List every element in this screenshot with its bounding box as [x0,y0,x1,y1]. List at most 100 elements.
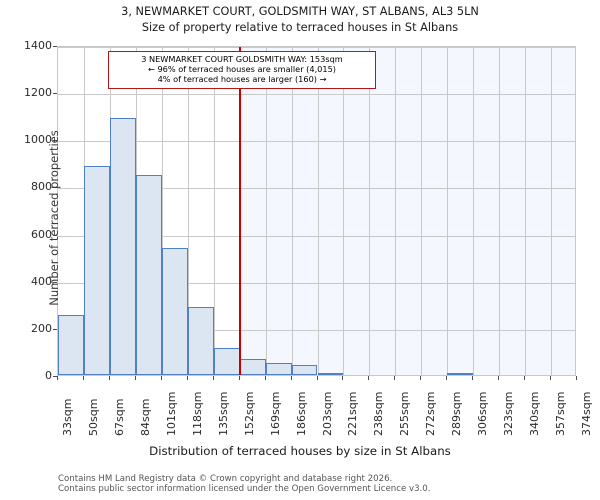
x-tick-label: 33sqm [61,398,74,436]
x-tick-label: 306sqm [476,391,490,436]
bar [447,372,474,375]
bar [161,247,188,375]
x-tick-mark [576,376,577,380]
x-tick-mark [524,376,526,380]
annotation-line-3: 4% of terraced houses are larger (160) → [157,74,327,85]
property-size-marker-line [238,47,241,375]
x-tick-label: 289sqm [450,391,464,436]
y-tick-label: 1400 [24,39,52,52]
gridline-horizontal [58,141,575,143]
bar [291,365,318,375]
chart-title-block: 3, NEWMARKET COURT, GOLDSMITH WAY, ST AL… [0,4,600,36]
x-tick-mark [446,376,448,380]
chart-plot-area [57,46,576,376]
x-tick-label: 152sqm [242,391,256,436]
gridline-horizontal [58,282,575,284]
y-tick-label: 400 [31,274,52,288]
bar [187,306,214,375]
y-tick-mark [53,93,57,95]
x-axis-title: Distribution of terraced houses by size … [149,444,451,458]
y-axis-tick-labels: 0 200 400 600 800 1000 1200 1400 [0,0,57,500]
bar [135,174,162,375]
x-tick-label: 186sqm [294,391,308,436]
x-tick-mark [394,376,396,380]
x-tick-label: 340sqm [528,391,542,436]
x-tick-mark [290,376,292,380]
x-tick-label: 118sqm [190,391,204,436]
x-tick-mark [160,376,162,380]
y-tick-label: 600 [31,227,52,241]
y-tick-label: 1200 [24,86,52,100]
x-tick-label: 238sqm [372,391,386,436]
gridline-horizontal [58,188,575,190]
gridline-vertical [421,47,423,375]
annotation-line-2: ← 96% of terraced houses are smaller (4,… [148,64,336,75]
gridline-vertical [499,47,501,375]
bar [109,118,136,375]
gridline-horizontal [58,329,575,331]
bar [83,166,110,375]
x-tick-label: 169sqm [268,391,282,436]
gridline-vertical [265,47,267,375]
x-tick-mark [238,376,240,380]
x-tick-label: 323sqm [502,391,516,436]
y-tick-label: 200 [31,321,52,335]
y-tick-mark [53,328,57,330]
x-tick-mark [186,376,188,380]
gridline-vertical [317,47,319,375]
x-tick-label: 50sqm [86,398,100,436]
y-tick-mark [53,376,57,377]
page-title: 3, NEWMARKET COURT, GOLDSMITH WAY, ST AL… [121,5,479,18]
y-axis-title: Number of terraced properties [47,130,61,306]
gridline-vertical [343,47,345,375]
x-tick-label: 374sqm [580,391,593,436]
x-tick-label: 272sqm [424,391,438,436]
x-tick-mark [264,376,266,380]
x-tick-mark [368,376,370,380]
gridline-vertical [213,47,215,375]
gridline-vertical [473,47,475,375]
bar [317,373,344,375]
gridline-vertical [551,47,553,375]
page-subtitle: Size of property relative to terraced ho… [141,21,459,34]
gridline-vertical [525,47,527,375]
larger-region-shading [239,47,575,375]
x-tick-mark [498,376,500,380]
x-tick-mark [134,376,136,380]
x-tick-label: 101sqm [164,391,178,436]
gridline-vertical [161,47,163,375]
gridline-vertical [369,47,371,375]
y-tick-mark [53,281,57,283]
x-tick-label: 357sqm [554,391,568,436]
footer-line-1: Contains HM Land Registry data © Crown c… [58,474,393,484]
x-tick-mark [420,376,422,380]
x-tick-label: 84sqm [138,398,152,436]
gridline-horizontal [58,235,575,237]
x-tick-label: 135sqm [216,391,230,436]
x-tick-mark [57,376,58,380]
x-tick-mark [82,376,84,380]
x-tick-mark [108,376,110,380]
gridline-vertical [291,47,293,375]
x-tick-mark [342,376,344,380]
bar [213,347,240,375]
x-tick-mark [212,376,214,380]
gridline-vertical [395,47,397,375]
x-tick-mark [550,376,552,380]
property-annotation-box: 3 NEWMARKET COURT GOLDSMITH WAY: 153sqm … [108,51,376,89]
y-tick-mark [53,187,57,189]
bar [58,314,84,375]
y-tick-mark [53,140,57,142]
gridline-horizontal [58,94,575,96]
x-tick-mark [472,376,474,380]
annotation-line-1: 3 NEWMARKET COURT GOLDSMITH WAY: 153sqm [141,54,343,64]
x-tick-mark [316,376,318,380]
x-tick-label: 67sqm [112,398,126,436]
y-tick-label: 800 [31,180,52,194]
y-tick-mark [53,234,57,236]
x-tick-label: 255sqm [398,391,412,436]
gridline-vertical [447,47,449,375]
gridline-vertical [187,47,189,375]
y-tick-mark [53,46,57,47]
